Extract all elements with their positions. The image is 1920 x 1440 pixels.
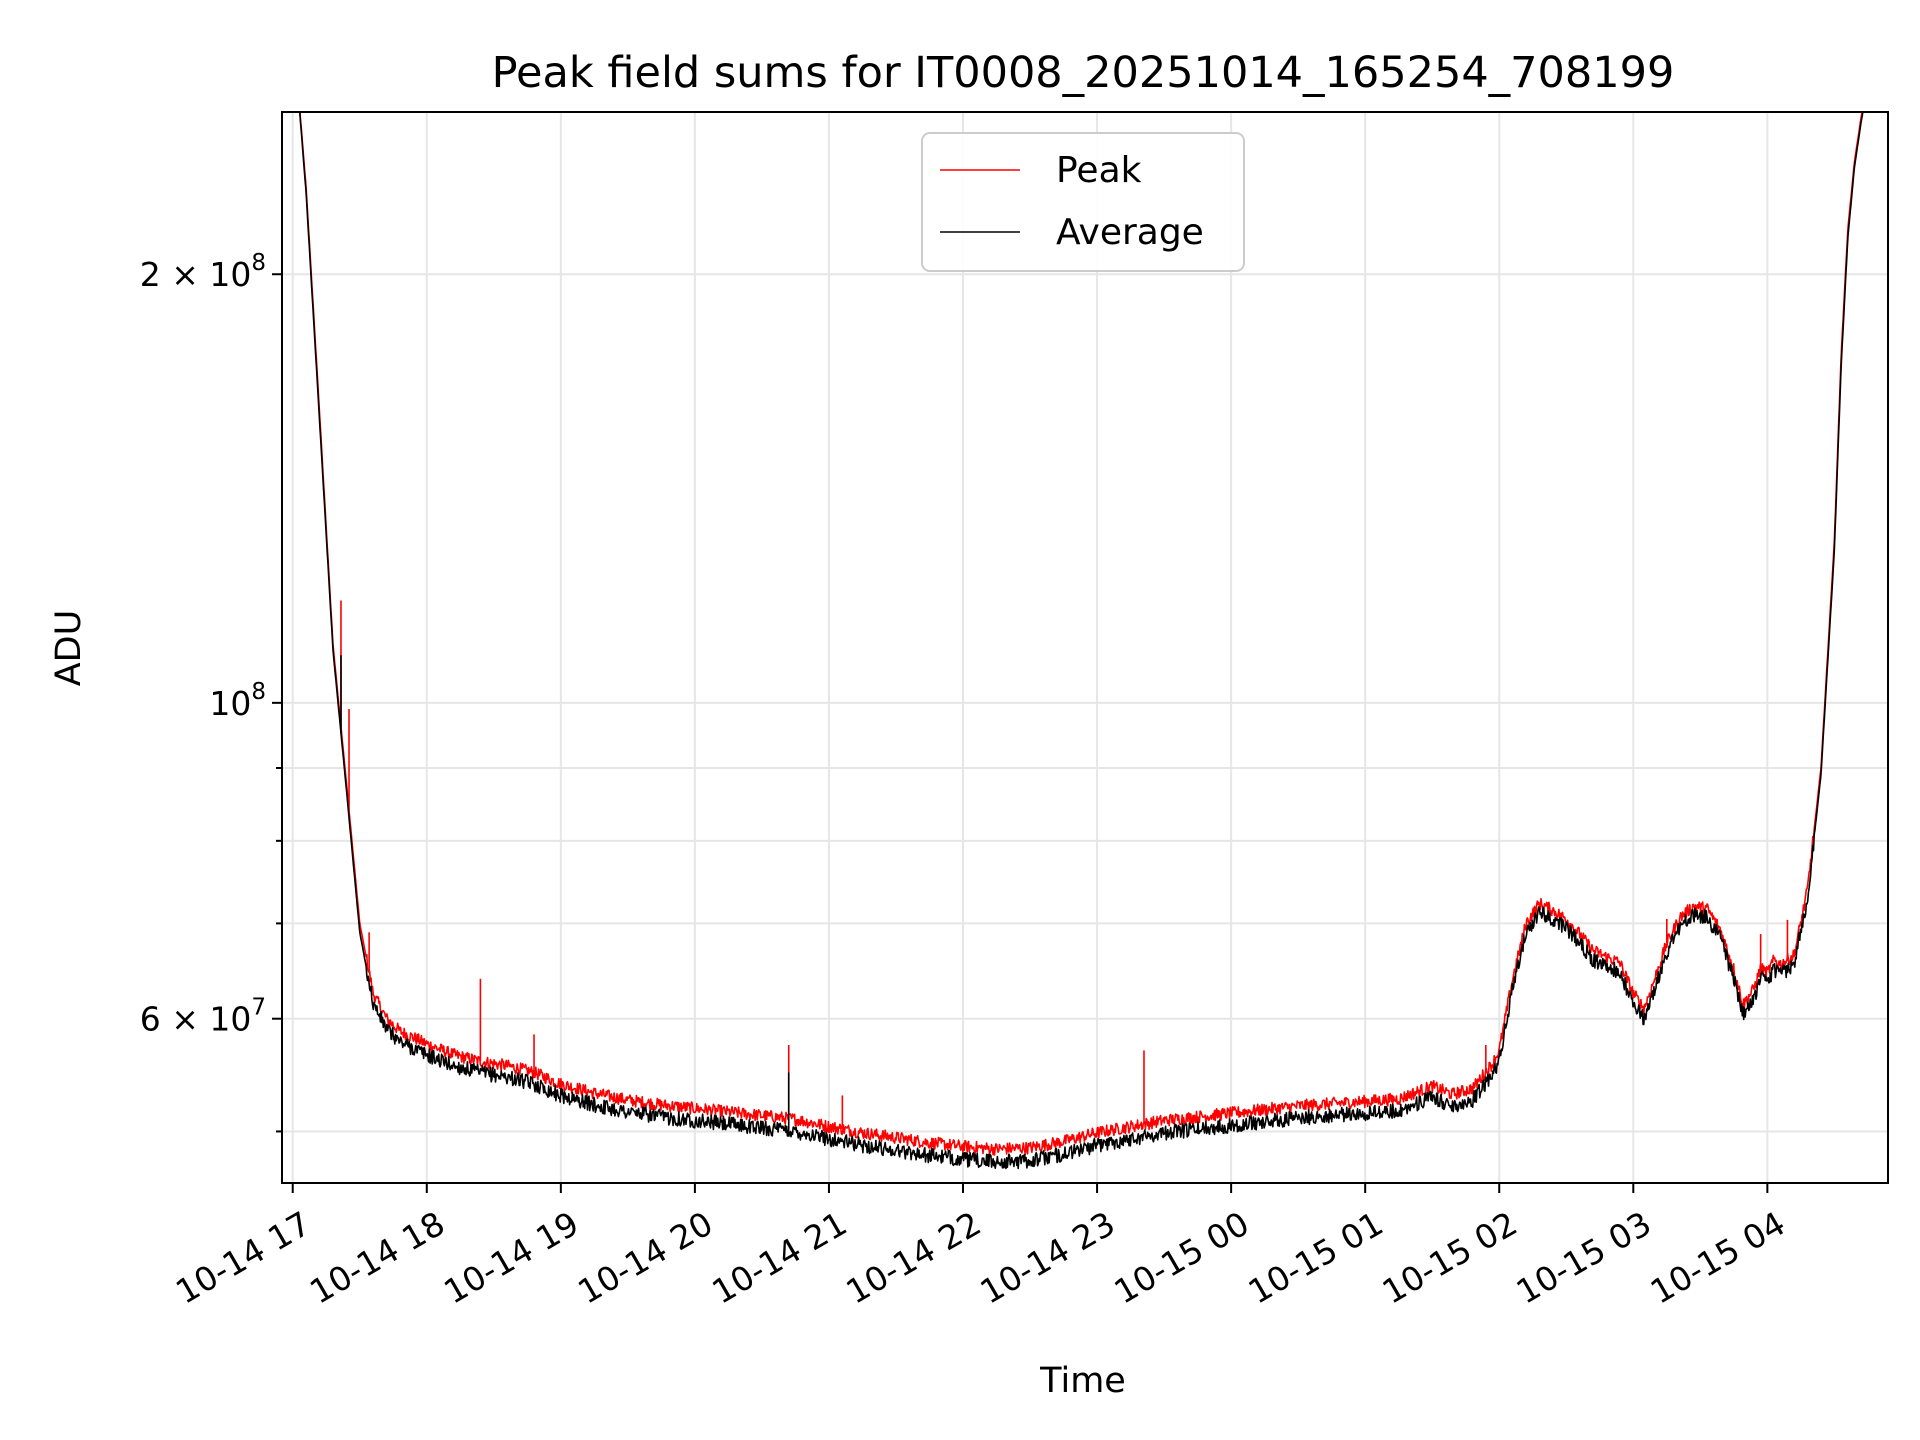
legend-box <box>921 132 1245 272</box>
series-layer <box>298 112 1864 1170</box>
plot-frame <box>281 111 1889 1184</box>
y-tick-label-exponent: 7 <box>251 995 266 1021</box>
series-average <box>298 112 1864 1170</box>
plot-area <box>282 112 1888 1183</box>
y-axis-label: ADU <box>49 610 89 687</box>
legend-label-average: Average <box>1056 212 1204 253</box>
y-tick-label-mantissa: 10 <box>209 684 251 723</box>
legend-label-peak: Peak <box>1056 150 1142 191</box>
y-tick-label-exponent: 8 <box>251 250 266 276</box>
y-tick-label-mantissa: 6 × 10 <box>140 1000 252 1039</box>
x-axis-label: Time <box>1039 1361 1126 1401</box>
series-line-average <box>298 112 1864 1170</box>
legend: Peak Average <box>921 132 1245 272</box>
y-tick-label: 6 × 107 <box>140 995 266 1039</box>
chart-title: Peak field sums for IT0008_20251014_1652… <box>492 48 1675 98</box>
series-line-peak <box>299 112 1863 1156</box>
y-tick-label: 2 × 108 <box>140 250 266 294</box>
y-tick-label: 108 <box>209 679 266 723</box>
y-tick-label-exponent: 8 <box>251 679 266 705</box>
y-tick-label-mantissa: 2 × 10 <box>140 255 252 294</box>
